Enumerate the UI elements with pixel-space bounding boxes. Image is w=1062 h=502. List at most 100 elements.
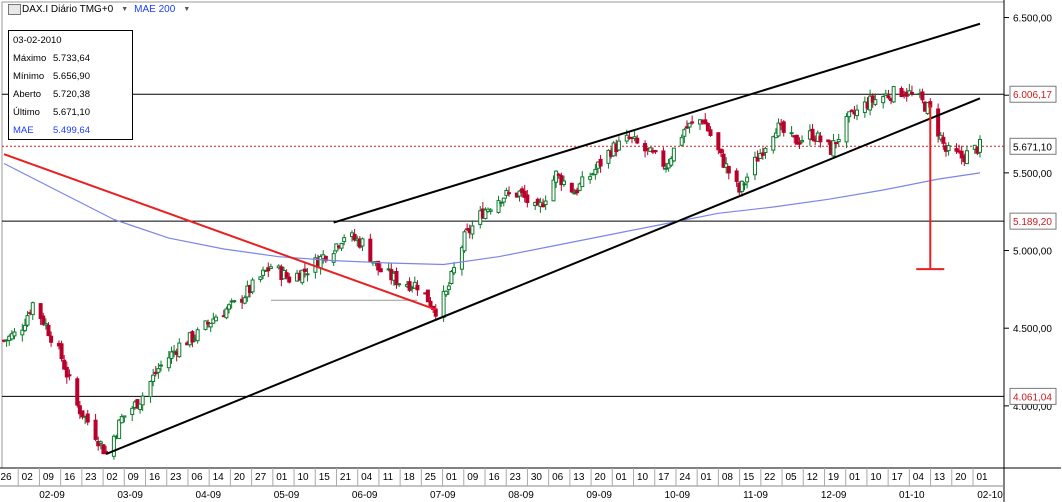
candle-body [517,190,522,197]
indicator-label[interactable]: MAE 200 [134,3,176,15]
candle-body [151,374,156,383]
triangle-down-icon[interactable]: ▼ [121,5,129,13]
candle-body [117,419,122,440]
info-label: Mínimo [13,70,45,82]
info-mae-label: MAE [13,124,34,136]
candle-body [305,273,310,276]
candle-body [242,297,247,304]
candle-body [397,283,402,286]
candle-body [203,320,208,330]
candle-body [844,115,849,143]
candle-body [561,180,566,186]
y-tick-label: 5.500,00 [1013,169,1052,180]
plot-frame [1,1,1005,469]
candle-body [834,141,839,145]
candle-body [368,238,373,263]
candle-body [122,415,127,418]
candle-body [669,158,674,166]
candle-body [739,180,744,192]
x-day-label: 15 [319,472,331,483]
candle-body [20,329,25,336]
candle-body [556,173,561,176]
info-row: Aberto 5.720,38 [9,85,132,103]
x-day-label: 24 [679,472,691,483]
info-box: 03-02-2010 Máximo 5.733,64 Mínimo 5.656,90… [8,30,133,140]
candle-body [507,192,512,195]
candle-body [93,419,98,440]
info-value: 5.720,38 [53,88,90,100]
candle-body [543,200,548,206]
candle-body [810,128,815,141]
candle-body [130,407,135,415]
candle-body [378,268,383,273]
candle-body [569,182,574,193]
x-day-label: 01 [276,472,288,483]
info-date: 03-02-2010 [13,34,62,46]
x-day-label: 09 [43,472,55,483]
x-day-label: 13 [573,472,585,483]
candle-body [708,129,713,136]
candle-body [653,150,658,153]
price-marker-box [1009,387,1057,405]
candle-body [724,163,729,168]
candle-body [284,272,289,278]
x-month-label: 12-09 [821,490,847,501]
candle-body [41,315,46,325]
candle-body [690,121,695,124]
candle-body [483,209,488,219]
candle-body [831,140,836,157]
price-marker-box [1009,212,1057,230]
x-day-label: 09 [128,472,140,483]
symbol-label[interactable]: DAX.I Diário TMG+0 [22,3,114,15]
candle-body [287,276,292,283]
info-label: Máximo [13,52,47,64]
candle-body [870,95,875,103]
candle-body [43,323,48,326]
candle-body [572,192,577,195]
candle-body [268,266,273,269]
triangle-down-icon[interactable]: ▼ [183,5,191,13]
candle-body [190,331,195,343]
candle-body [352,233,357,241]
x-day-label: 18 [404,472,416,483]
info-value: 5.671,10 [53,106,90,118]
candle-body [227,304,232,310]
x-day-label: 23 [85,472,97,483]
candle-body [119,416,124,424]
candle-body [705,123,710,132]
info-date-row: 03-02-2010 [9,31,132,49]
x-month-label: 05-09 [274,490,300,501]
x-day-label: 15 [743,472,755,483]
price-marker-label: 5.671,10 [1013,142,1052,153]
candle-body [75,378,80,406]
candle-body [588,176,593,180]
x-day-label: 11 [383,472,394,483]
trendline-upper-channel [333,22,981,224]
candle-body [499,201,504,204]
candle-body [760,152,765,156]
candle-body [98,441,103,444]
candle-body [394,271,399,286]
x-day-label: 14 [213,472,225,483]
candle-body [881,96,886,104]
candle-body [818,135,823,143]
y-tick-label: 5.000,00 [1013,247,1052,258]
candle-body [158,364,163,367]
candle-body [920,91,925,101]
candle-body [794,134,799,145]
candle-body [849,109,854,112]
candle-body [606,149,611,164]
candle-body [12,331,17,337]
candle-body [909,91,914,94]
chart-window-icon[interactable] [8,4,21,15]
x-month-label: 07-09 [430,490,456,501]
candle-body [734,170,739,182]
candle-body [771,136,776,151]
candle-body [643,143,648,152]
candle-body [883,93,888,96]
candle-body [62,359,67,370]
candle-body [46,324,51,337]
candle-body [59,343,64,360]
x-day-label: 27 [255,472,267,483]
info-row: Último 5.671,10 [9,103,132,121]
